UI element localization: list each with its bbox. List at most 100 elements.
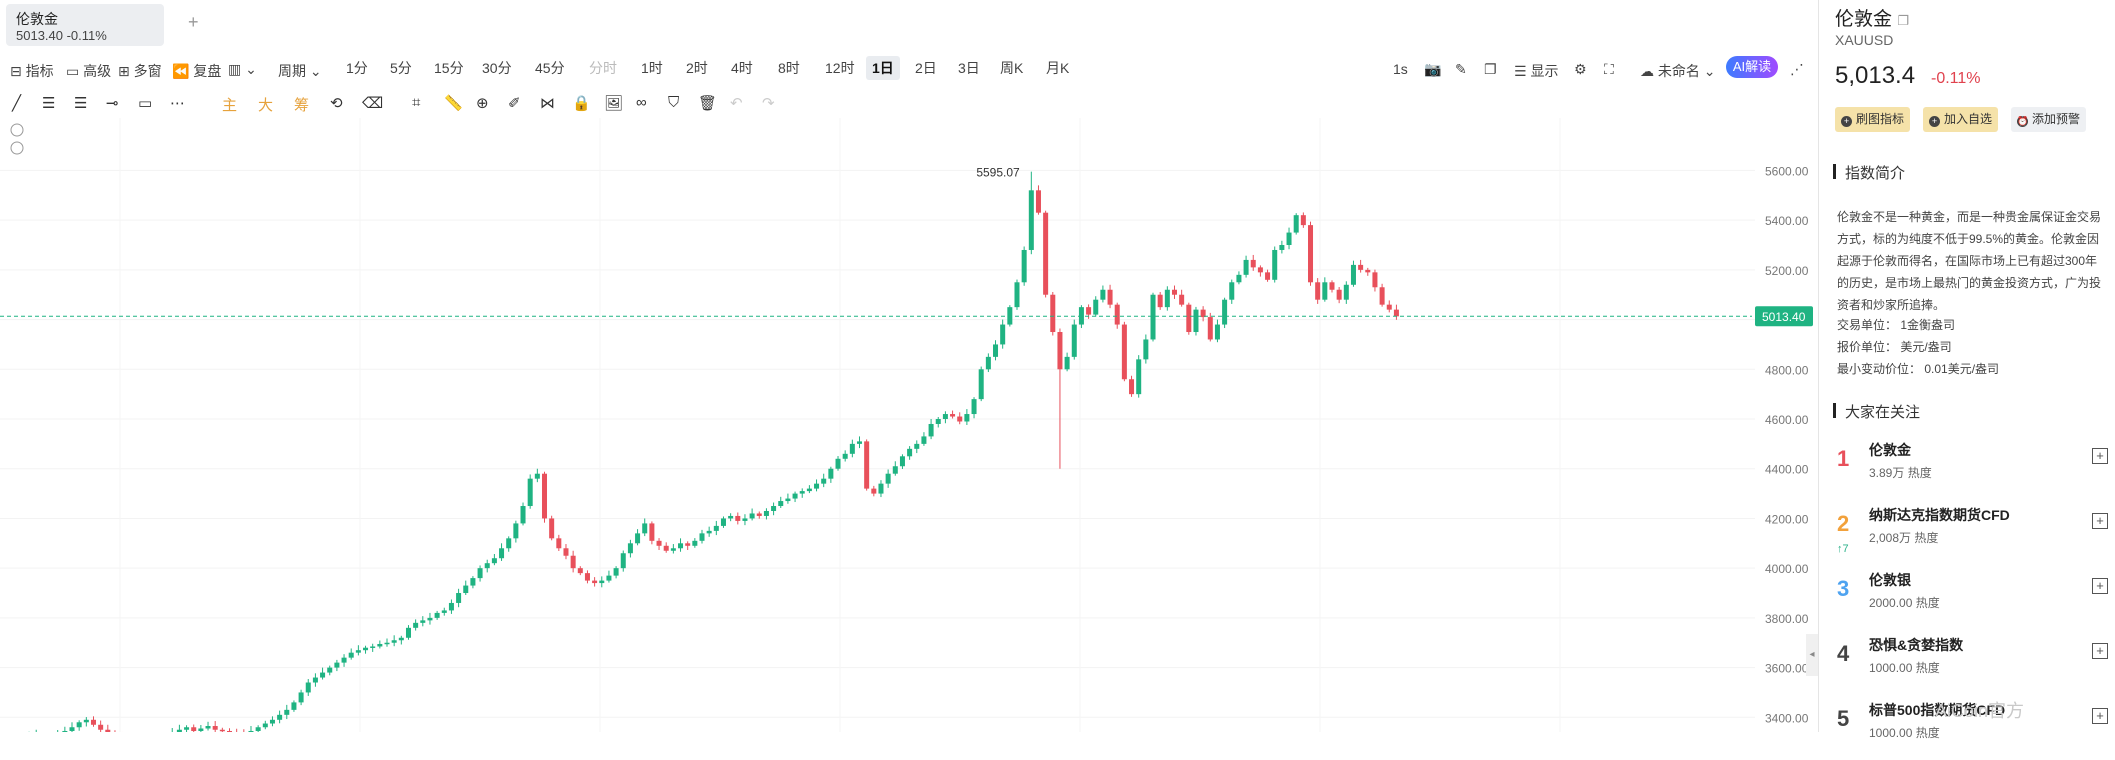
candle-body [355, 650, 361, 653]
add-alert-button[interactable]: ⏰ 添加预警 [2011, 107, 2087, 132]
add-tab-button[interactable]: + [188, 12, 199, 32]
candle-body [248, 730, 254, 732]
large-order-toggle[interactable]: 大 [258, 97, 274, 114]
filter-icon[interactable]: ⛉ [668, 94, 680, 111]
expand-icon[interactable] [10, 141, 24, 155]
candle-body [1343, 284, 1349, 300]
expand-icon[interactable] [10, 123, 24, 137]
copy-icon[interactable]: ❐ [1897, 13, 1909, 28]
interval-10[interactable]: 12时 [825, 60, 855, 76]
interval-8[interactable]: 4时 [731, 60, 753, 76]
brush-icon[interactable]: ✐ [508, 95, 521, 112]
candle-body [541, 473, 548, 519]
channel-tool-icon[interactable]: ☰ [74, 95, 88, 112]
fullscreen-icon[interactable]: ⛶ [1604, 61, 1614, 77]
candle-body [1057, 332, 1063, 370]
hot-heat: 2000.00 热度 [1869, 596, 1940, 610]
candlestick-chart[interactable]: 5600.005400.005200.005000.004800.004600.… [0, 118, 1818, 732]
add-watchlist-button[interactable]: + 加入自选 [1923, 107, 1999, 132]
interval-7[interactable]: 2时 [686, 60, 708, 76]
candle-body [1157, 294, 1163, 308]
interval-2[interactable]: 15分 [434, 60, 464, 76]
interval-4[interactable]: 45分 [535, 60, 565, 76]
trash-icon[interactable]: 🗑 [698, 95, 718, 112]
hot-item[interactable]: 2 ↑7 纳斯达克指数期货CFD 2,008万 热度 + [1819, 501, 2115, 565]
rewind-icon: ⏪ [172, 63, 190, 79]
chart-indicator-button[interactable]: + 刷图指标 [1835, 107, 1911, 132]
interval-12[interactable]: 2日 [915, 60, 937, 76]
tab-bar: 伦敦金 5013.40 -0.11% + [0, 0, 1818, 50]
advanced-button[interactable]: ▭ 高级 [66, 63, 112, 79]
lock-icon[interactable]: 🔒 [572, 95, 591, 112]
candle-body [871, 488, 877, 494]
erase-icon[interactable]: ⌫ [362, 95, 384, 112]
hot-item[interactable]: 4 恐惧&贪婪指数 1000.00 热度 + [1819, 631, 2115, 695]
interval-0[interactable]: 1分 [346, 60, 368, 76]
tab-xauusd[interactable]: 伦敦金 5013.40 -0.11% [6, 4, 164, 46]
share-icon[interactable]: ⋰ [1790, 61, 1804, 77]
multi-window-button[interactable]: ⊞ 多窗 [118, 63, 162, 79]
interval-6[interactable]: 1时 [641, 60, 663, 76]
interval-1[interactable]: 5分 [390, 60, 412, 76]
candle-body [806, 488, 812, 492]
sync-icon[interactable]: ⟲ [330, 95, 343, 112]
interval-3[interactable]: 30分 [482, 60, 512, 76]
magnet-icon[interactable]: ⋈ [540, 95, 555, 112]
add-icon[interactable]: + [2092, 708, 2108, 724]
pencil-icon[interactable]: ✎ [1455, 61, 1467, 77]
more-tools-icon[interactable]: ⋯ [170, 95, 185, 112]
candle-body [1214, 324, 1220, 340]
ray-tool-icon[interactable]: ⊸ [106, 95, 119, 112]
interval-1s[interactable]: 1s [1393, 61, 1408, 77]
candle-body [191, 727, 197, 731]
line-tool-icon[interactable]: ╱ [12, 95, 22, 112]
sidebar-collapse-handle[interactable]: ◂ [1806, 634, 1818, 676]
interval-15[interactable]: 月K [1046, 60, 1070, 76]
undo-icon[interactable]: ↶ [730, 95, 743, 112]
hot-heat: 1000.00 热度 [1869, 726, 1940, 740]
layout-button[interactable]: ☁ 未命名 ⌄ [1640, 63, 1716, 79]
candle-body [334, 662, 340, 668]
candle-body [985, 356, 991, 370]
zoom-icon[interactable]: ⊕ [476, 95, 489, 112]
candle-body [1121, 324, 1127, 380]
replay-button[interactable]: ⏪ 复盘 [172, 63, 222, 79]
redo-icon[interactable]: ↷ [762, 95, 775, 112]
interval-13[interactable]: 3日 [958, 60, 980, 76]
add-icon[interactable]: + [2092, 513, 2108, 529]
plus-icon: + [1929, 116, 1940, 127]
candle-body [1293, 215, 1299, 233]
copy-icon[interactable]: ❐ [1484, 61, 1497, 77]
hline-tool-icon[interactable]: ☰ [42, 95, 56, 112]
candle-body [327, 667, 333, 673]
indicator-button[interactable]: ⊟ 指标 [10, 63, 54, 79]
candle-body [1136, 359, 1142, 395]
period-button[interactable]: 周期 ⌄ [278, 63, 322, 79]
hot-item[interactable]: 1 伦敦金 3.89万 热度 + [1819, 436, 2115, 500]
add-icon[interactable]: + [2092, 448, 2108, 464]
interval-14[interactable]: 周K [1000, 60, 1024, 76]
crop-icon[interactable]: ⌗ [412, 94, 421, 111]
interval-5[interactable]: 分时 [589, 60, 617, 76]
add-icon[interactable]: + [2092, 578, 2108, 594]
ruler-icon[interactable]: 📏 [444, 95, 463, 112]
candle-body [1350, 264, 1356, 285]
candle-body [62, 730, 68, 732]
chart-type-button[interactable]: ▥ ⌄ [228, 61, 257, 77]
candle-body [907, 448, 913, 457]
image-icon[interactable]: 🖼 [604, 95, 624, 112]
chips-toggle[interactable]: 筹 [294, 97, 310, 114]
ai-interpret-button[interactable]: AI解读 [1726, 56, 1778, 78]
interval-11[interactable]: 1日 [866, 56, 900, 80]
settings-icon[interactable]: ⚙ [1574, 61, 1587, 77]
rect-tool-icon[interactable]: ▭ [138, 95, 153, 112]
candle-body [1250, 259, 1256, 268]
hot-item[interactable]: 3 伦敦银 2000.00 热度 + [1819, 566, 2115, 630]
main-indicator-toggle[interactable]: 主 [222, 97, 238, 114]
display-button[interactable]: ☰ 显示 [1514, 63, 1559, 79]
link-icon[interactable]: ∞ [636, 94, 647, 111]
interval-9[interactable]: 8时 [778, 60, 800, 76]
add-icon[interactable]: + [2092, 643, 2108, 659]
candle-body [878, 483, 884, 494]
camera-icon[interactable]: 📷 [1424, 61, 1442, 77]
